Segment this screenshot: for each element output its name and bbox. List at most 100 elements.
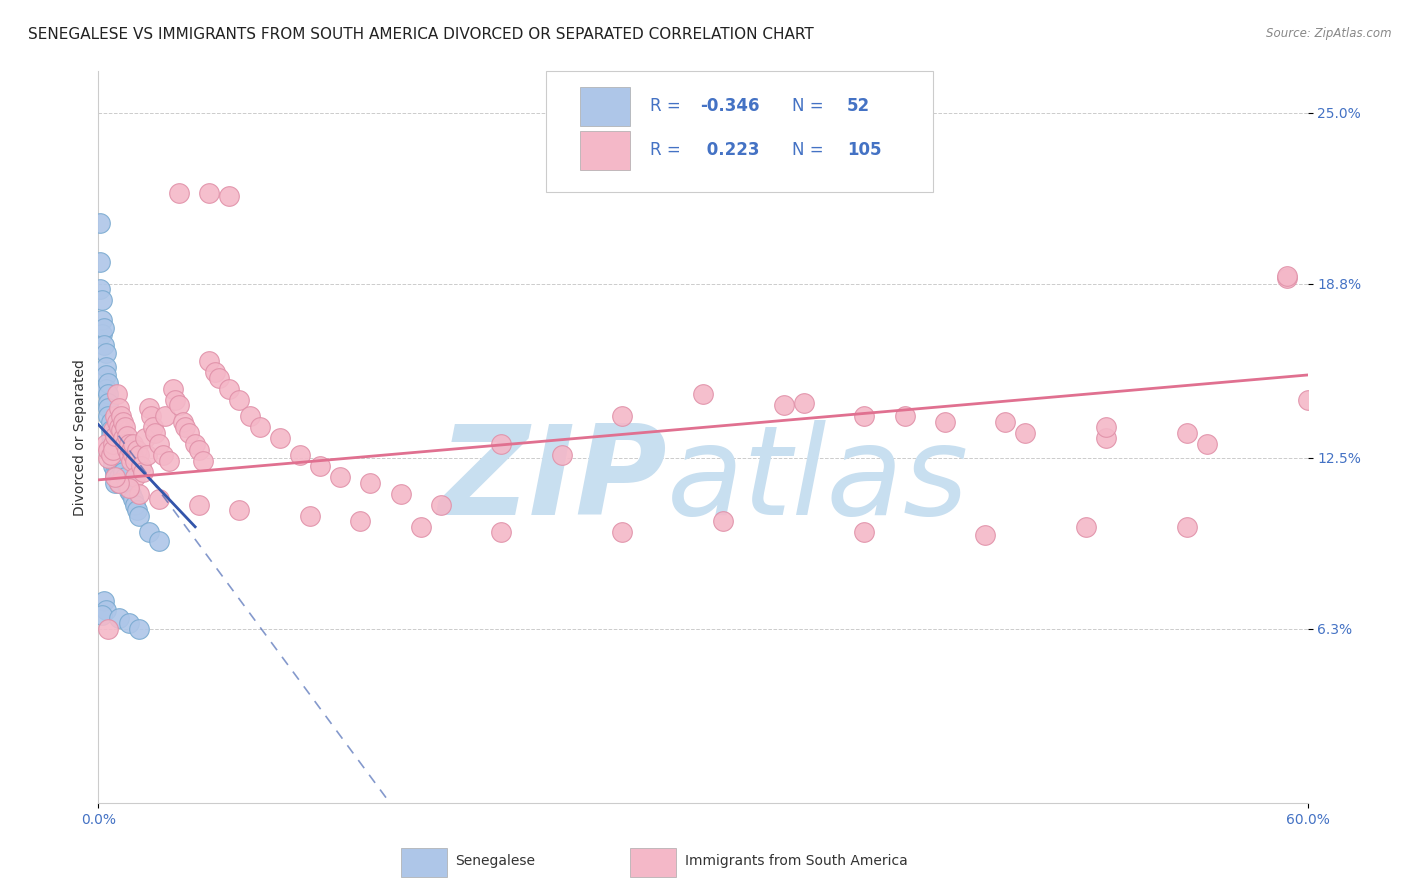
Point — [612, 525, 634, 540]
Point — [349, 514, 371, 528]
Point — [994, 415, 1017, 429]
Point — [111, 415, 134, 429]
Point — [125, 442, 148, 457]
Text: Senegalese: Senegalese — [456, 855, 536, 868]
Point — [97, 401, 120, 416]
Point — [115, 442, 138, 457]
Text: Immigrants from South America: Immigrants from South America — [685, 855, 908, 868]
Point — [101, 453, 124, 467]
Point — [1277, 271, 1299, 285]
Point — [114, 437, 136, 451]
Point — [115, 428, 138, 442]
Point — [121, 448, 143, 462]
Point — [110, 458, 132, 473]
Point — [1175, 520, 1198, 534]
Point — [107, 470, 129, 484]
Point — [118, 448, 141, 462]
Point — [1095, 432, 1118, 446]
Point — [174, 420, 197, 434]
Point — [198, 186, 221, 200]
Point — [360, 475, 382, 490]
Point — [692, 387, 714, 401]
Point — [239, 409, 262, 424]
Point — [118, 616, 141, 631]
Point — [91, 312, 114, 326]
Point — [97, 409, 120, 424]
Text: 105: 105 — [846, 141, 882, 160]
Text: 52: 52 — [846, 97, 870, 115]
Point — [101, 442, 124, 457]
Point — [100, 428, 122, 442]
Point — [103, 470, 125, 484]
Point — [249, 420, 271, 434]
Point — [93, 337, 115, 351]
Point — [148, 437, 170, 451]
Point — [96, 382, 118, 396]
Point — [853, 409, 876, 424]
Point — [772, 398, 794, 412]
Point — [188, 498, 211, 512]
Point — [128, 448, 150, 462]
Point — [96, 346, 118, 360]
Point — [96, 368, 118, 382]
Point — [228, 392, 250, 407]
Point — [110, 453, 132, 467]
FancyBboxPatch shape — [630, 848, 676, 878]
Point — [110, 409, 132, 424]
Point — [97, 622, 120, 636]
Point — [188, 442, 211, 457]
Point — [179, 425, 201, 440]
Point — [269, 432, 291, 446]
Point — [91, 608, 114, 623]
Point — [101, 423, 124, 437]
Point — [118, 483, 141, 498]
Point — [1175, 425, 1198, 440]
Point — [96, 437, 118, 451]
Point — [101, 437, 124, 451]
Text: R =: R = — [650, 141, 686, 160]
Point — [132, 465, 155, 479]
Point — [120, 453, 142, 467]
Point — [114, 420, 136, 434]
Point — [138, 401, 160, 416]
Point — [139, 409, 162, 424]
Point — [89, 282, 111, 296]
FancyBboxPatch shape — [401, 848, 447, 878]
Point — [853, 525, 876, 540]
Point — [103, 428, 125, 442]
Point — [101, 458, 124, 473]
Point — [974, 528, 997, 542]
Point — [551, 448, 574, 462]
Point — [103, 470, 125, 484]
Point — [97, 450, 120, 465]
Point — [97, 387, 120, 401]
Point — [218, 382, 240, 396]
Point — [100, 437, 122, 451]
Point — [107, 420, 129, 434]
Point — [105, 458, 128, 473]
Text: ZIP: ZIP — [439, 420, 666, 541]
FancyBboxPatch shape — [579, 87, 630, 127]
Point — [93, 594, 115, 608]
Point — [107, 611, 129, 625]
Point — [97, 376, 120, 391]
Point — [100, 423, 122, 437]
Point — [96, 359, 118, 374]
Point — [91, 293, 114, 308]
Text: N =: N = — [793, 141, 830, 160]
Point — [193, 453, 215, 467]
Point — [100, 415, 122, 429]
Point — [1014, 425, 1036, 440]
Point — [893, 409, 915, 424]
Point — [491, 525, 513, 540]
Point — [142, 420, 165, 434]
Point — [430, 498, 453, 512]
Text: Source: ZipAtlas.com: Source: ZipAtlas.com — [1267, 27, 1392, 40]
Point — [167, 398, 190, 412]
Point — [105, 450, 128, 465]
Point — [121, 492, 143, 507]
Point — [114, 470, 136, 484]
Point — [96, 602, 118, 616]
Point — [1074, 520, 1097, 534]
Point — [103, 409, 125, 424]
